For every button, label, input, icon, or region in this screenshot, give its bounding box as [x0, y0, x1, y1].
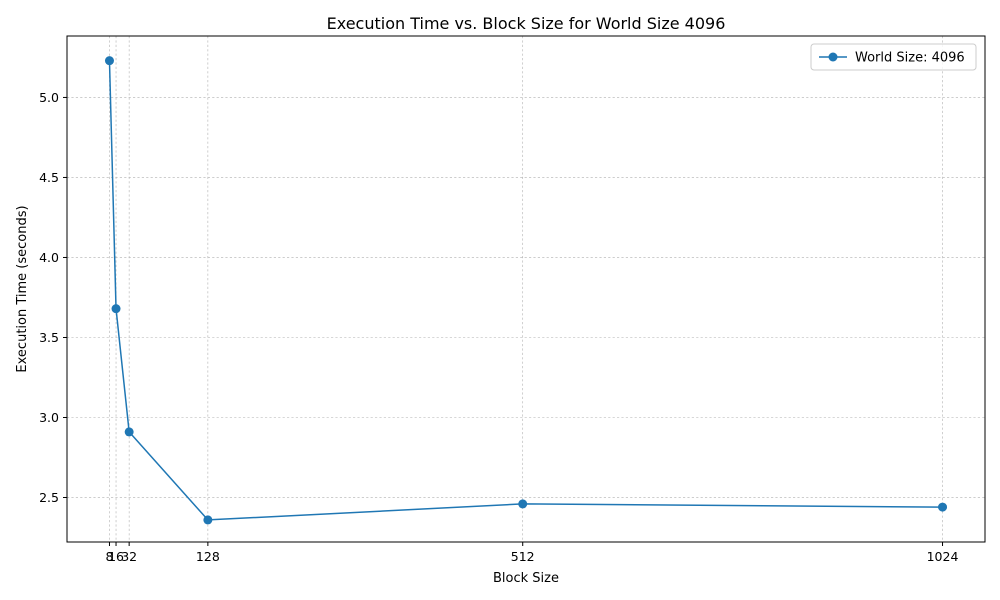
- data-point: [124, 427, 134, 437]
- chart-title: Execution Time vs. Block Size for World …: [327, 14, 726, 33]
- data-point: [938, 502, 948, 512]
- legend: World Size: 4096: [810, 43, 977, 71]
- series-line: [108, 60, 943, 521]
- data-point: [104, 56, 114, 66]
- y-tick-label: 4.5: [39, 170, 59, 185]
- data-point: [518, 499, 528, 509]
- x-axis-label: Block Size: [493, 571, 559, 586]
- y-axis-ticks: 2.5 3.0 3.5 4.0 4.5 5.0: [39, 90, 67, 505]
- data-point: [111, 304, 121, 314]
- x-tick-label: 32: [121, 549, 137, 564]
- x-tick-label: 16: [108, 549, 124, 564]
- y-axis-label: Execution Time (seconds): [15, 205, 30, 372]
- x-tick-label: 1024: [927, 549, 959, 564]
- x-tick-label: 8: [105, 549, 113, 564]
- data-point: [203, 515, 213, 525]
- y-tick-label: 3.5: [39, 330, 59, 345]
- x-tick-label: 512: [511, 549, 535, 564]
- legend-entry-world-size-4096: World Size: 4096: [855, 51, 965, 66]
- y-tick-label: 5.0: [39, 90, 59, 105]
- x-tick-label: 128: [196, 549, 220, 564]
- y-tick-label: 4.0: [39, 250, 59, 265]
- plot-area-frame: [66, 35, 986, 543]
- y-tick-label: 3.0: [39, 410, 59, 425]
- y-tick-label: 2.5: [39, 490, 59, 505]
- series-layer: [104, 56, 948, 525]
- legend-box: [810, 43, 977, 71]
- legend-marker-swatch: [828, 52, 838, 62]
